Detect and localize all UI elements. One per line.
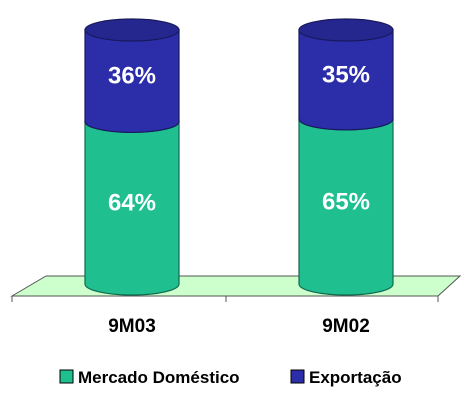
legend-swatch: [290, 369, 305, 384]
x-axis-tick-label: 9M02: [322, 316, 370, 337]
cylinder-body: [84, 120, 180, 296]
legend-label: Exportação: [309, 368, 402, 387]
data-label: 35%: [322, 61, 370, 88]
legend-item-mercado-domestico: Mercado Doméstico: [59, 368, 240, 387]
cylinder-top: [84, 18, 180, 42]
data-label: 36%: [108, 63, 156, 90]
legend-label: Mercado Doméstico: [78, 368, 240, 387]
cylinder-body: [84, 29, 180, 134]
cylinder-body: [298, 29, 394, 131]
legend-swatch: [59, 369, 74, 384]
x-axis-tick-label: 9M03: [108, 316, 156, 337]
bar-segment-9M03-exportacao: [84, 18, 180, 134]
cylinder-body: [298, 118, 394, 296]
cylinder-top: [298, 18, 394, 42]
legend-item-exportacao: Exportação: [290, 368, 402, 387]
data-label: 64%: [108, 190, 156, 217]
bar-segment-9M02-exportacao: [298, 18, 394, 131]
data-label: 65%: [322, 188, 370, 215]
